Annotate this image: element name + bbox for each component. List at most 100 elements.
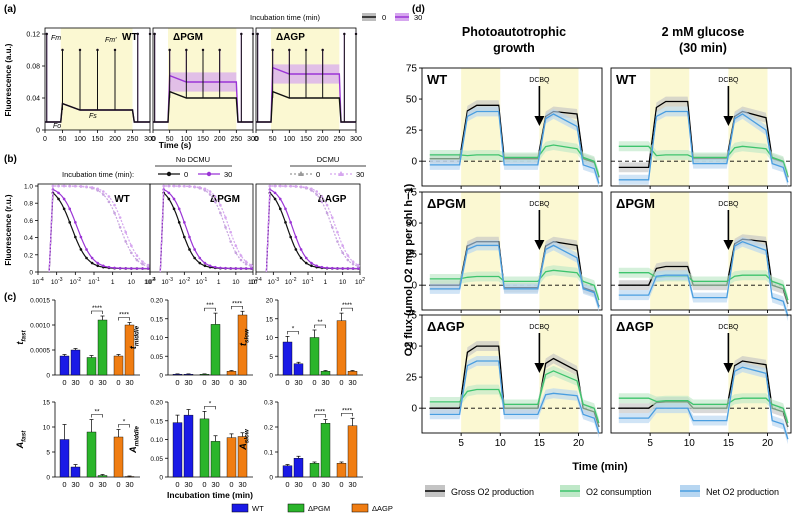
decay-point [57, 191, 60, 195]
xtick-label: 15 [534, 438, 546, 449]
ylabel-a: Fluorescence (a.u.) [4, 43, 13, 116]
ytick-label: 0.10 [150, 437, 163, 444]
decay-point [224, 225, 227, 229]
sig-label: **** [232, 300, 243, 307]
ytick-label: 0.05 [150, 354, 163, 361]
bar-ΔAGP-30 [347, 371, 358, 376]
decay-point [304, 256, 308, 260]
sig-label: *** [206, 302, 214, 309]
xtick-label: 30 [184, 378, 192, 387]
xtick-label: 30 [98, 480, 106, 489]
ytick-label: 15 [43, 400, 51, 407]
decay-point [244, 262, 248, 266]
pulse-cap [271, 48, 274, 52]
decay-point [167, 191, 171, 195]
xtick-label: 300 [350, 136, 362, 143]
light-period [650, 68, 690, 186]
legend-b-item-0: 0 [184, 170, 188, 179]
xtick-label: 0 [229, 378, 233, 387]
ylabel-c-5: Aslow [238, 428, 251, 451]
pulse-cap [251, 32, 255, 36]
xlabel-a: Time (s) [159, 140, 192, 150]
decay-point [172, 207, 176, 211]
ylabel-c-2-text: tslow [238, 328, 251, 346]
bar-ΔPGM-30 [210, 324, 221, 376]
xtick-label: 10-3 [51, 277, 63, 286]
decay-point [208, 264, 212, 268]
decay-point [224, 216, 227, 219]
ytick-label: 25 [406, 250, 418, 261]
decay-point [172, 197, 176, 201]
decay-point [219, 203, 222, 207]
ylabel-d-text: O2 flux (μmol O2 mg per chl h−1) [403, 183, 415, 356]
decay-point [219, 211, 222, 215]
decay-series-2 [48, 185, 151, 273]
decay-point [299, 256, 303, 260]
ytick-label: 0 [36, 128, 40, 135]
legend-b-item-3: 30 [356, 170, 364, 179]
legend-c-item-0: WT [252, 504, 264, 513]
decay-point [330, 225, 334, 229]
bar-WT-30 [183, 414, 194, 478]
legend-d-item-2: Net O2 production [706, 487, 779, 497]
decay-point [90, 261, 94, 265]
decay-point [135, 254, 139, 257]
ylabel-c-1: tmiddle [128, 325, 141, 349]
ylabel-c-0-text: tfast [15, 330, 28, 345]
ylabel-b: Fluorescence (r.u.) [4, 194, 13, 265]
xtick-exp: -2 [292, 277, 297, 283]
strain-label: ΔAGP [616, 319, 654, 334]
light-period [461, 315, 501, 433]
strain-label: ΔAGP [318, 194, 347, 205]
decay-point [315, 190, 318, 193]
ytick-label: 1.0 [24, 184, 33, 191]
decay-point [304, 261, 308, 265]
ylabel-c-2: tslow [238, 328, 251, 346]
xtick-exp: -1 [203, 277, 208, 283]
decay-point [193, 248, 196, 251]
xtick-label: 30 [348, 480, 356, 489]
decay-point [278, 184, 282, 188]
xtick-label: 0 [202, 480, 206, 489]
xtick-label: 300 [144, 136, 156, 143]
legend-b-group1: No DCMU [176, 155, 210, 164]
light-period [650, 315, 690, 433]
decay-point [336, 267, 339, 270]
decay-point [244, 260, 248, 263]
decay-point [130, 244, 133, 248]
xtick-label: 1 [324, 279, 328, 286]
panel-d-ΔAGP-0: ΔAGP DCBQ 0 25 50 75 5 10 15 20 [406, 311, 603, 449]
decay-point [198, 256, 202, 260]
decay-point [172, 184, 176, 188]
xtick-label: 30 [238, 378, 246, 387]
col-title-0-line2: growth [493, 41, 535, 55]
sig-label: * [209, 400, 212, 407]
xtick-exp: 2 [362, 277, 365, 283]
decay-point [294, 248, 298, 251]
sig-bracket [91, 414, 103, 418]
decay-point [141, 262, 144, 266]
pulse-cap [96, 48, 99, 52]
decay-point [193, 256, 196, 260]
ylabel-c-0: tfast [15, 330, 28, 345]
legend-b-title: Incubation time (min): [62, 170, 134, 179]
xtick-base: 10 [69, 279, 77, 286]
decay-point [68, 207, 72, 211]
panel-label-d: (d) [412, 4, 425, 15]
ytick-label: 50 [406, 342, 418, 353]
net-o2-production-line [618, 366, 789, 440]
decay-point [188, 248, 191, 251]
decay-point [310, 261, 313, 265]
xtick-label: 0 [151, 136, 155, 143]
decay-point [239, 258, 243, 262]
panel-c-chart-5: 0 0.1 0.2 0.3 0 30 0 30 0 30 **** **** Aslow [238, 400, 363, 489]
bar-ΔPGM-0 [309, 463, 320, 478]
xtick-label: 0 [175, 378, 179, 387]
ytick-label: 0.04 [26, 96, 40, 103]
xtick-label: 10-2 [285, 277, 297, 286]
dcbq-arrow-head [534, 240, 545, 250]
sig-label: **** [92, 305, 103, 312]
gross-o2-production-band [429, 341, 599, 432]
